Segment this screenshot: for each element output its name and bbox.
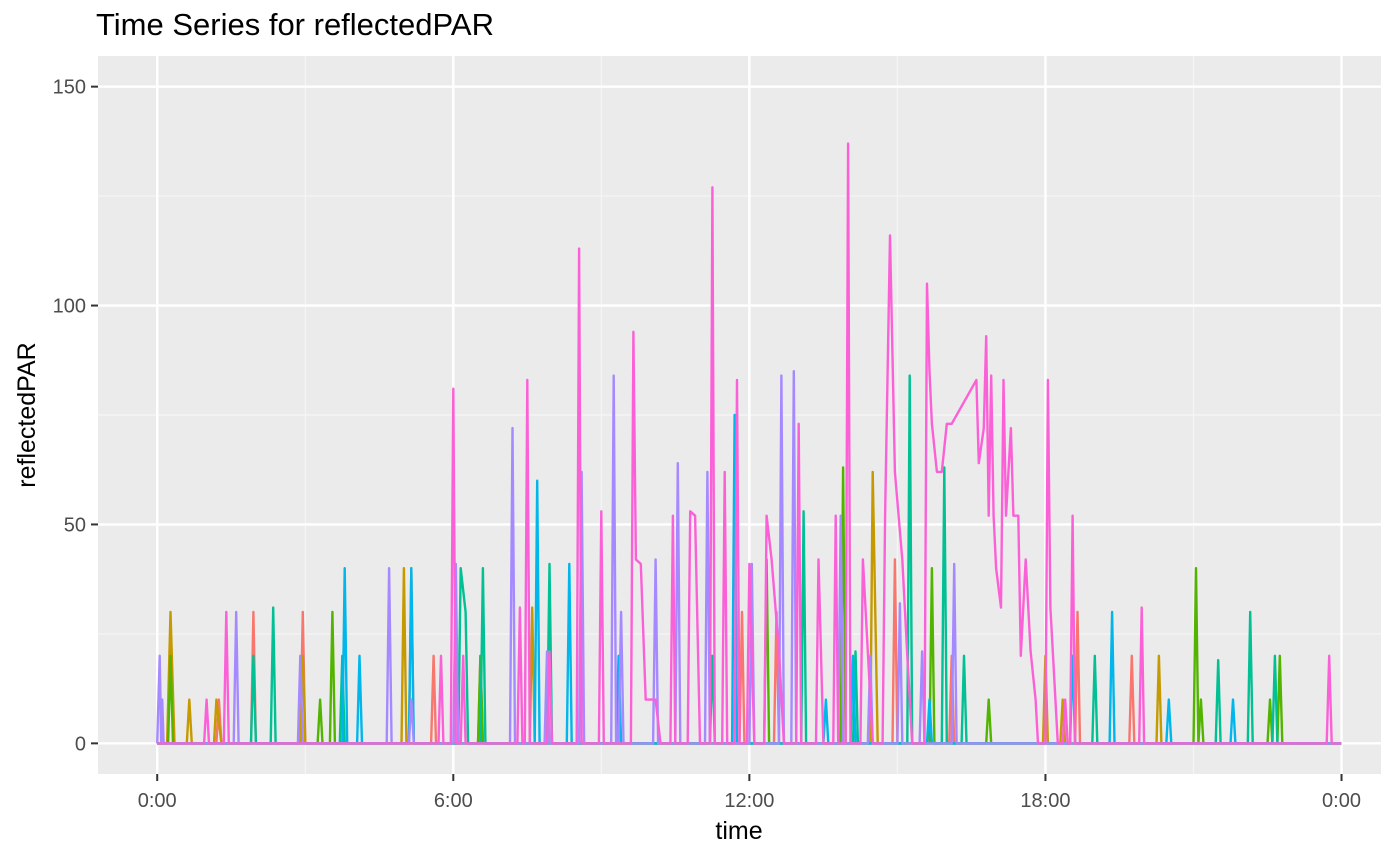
x-tick-label: 18:00 (1020, 790, 1070, 812)
x-axis-title: time (715, 817, 762, 845)
y-tick-label: 150 (53, 77, 86, 99)
y-tick-label: 0 (75, 733, 86, 755)
y-tick-label: 100 (53, 296, 86, 318)
x-tick-label: 6:00 (434, 790, 473, 812)
x-tick-label: 12:00 (724, 790, 774, 812)
x-axis: 0:00 6:00 12:00 18:00 0:00 (138, 774, 1361, 812)
x-tick-label: 0:00 (1322, 790, 1361, 812)
grid-minor (98, 56, 1381, 774)
series-layer (156, 142, 1342, 745)
x-tick-label: 0:00 (138, 790, 177, 812)
y-axis: 0 50 100 150 (53, 77, 98, 755)
series-line (157, 142, 1342, 745)
y-tick-label: 50 (64, 514, 86, 536)
chart-title: Time Series for reflectedPAR (96, 7, 494, 42)
y-axis-title: reflectedPAR (13, 342, 41, 487)
